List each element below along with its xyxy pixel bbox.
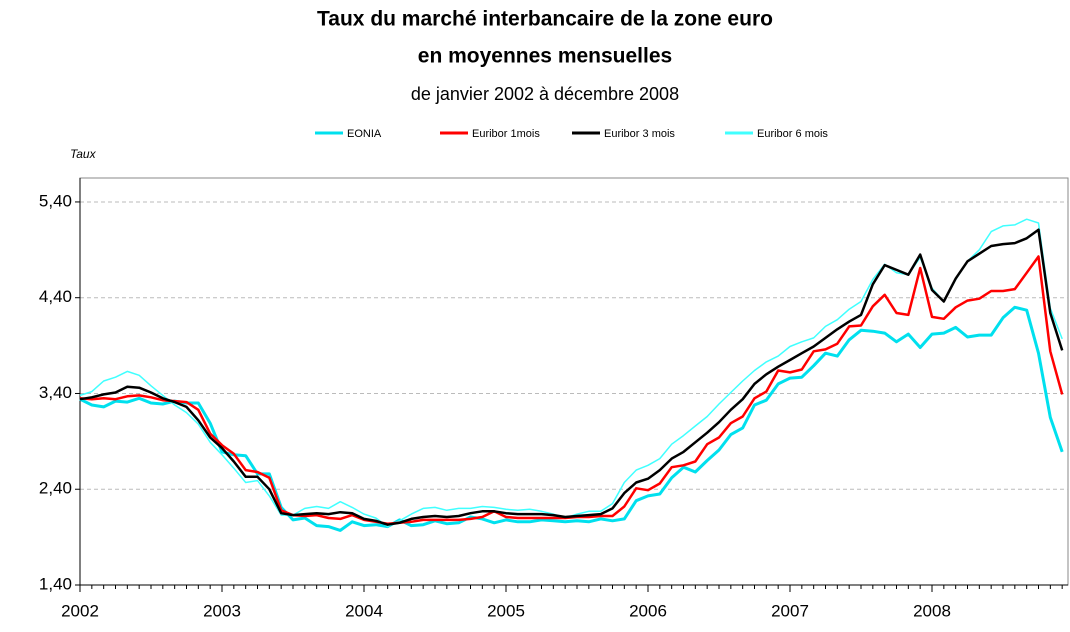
- x-tick-label: 2007: [771, 601, 809, 620]
- x-tick-label: 2005: [487, 601, 525, 620]
- x-tick-label: 2002: [61, 601, 99, 620]
- x-tick-label: 2006: [629, 601, 667, 620]
- y-tick-label: 1,40: [39, 574, 72, 593]
- x-tick-label: 2003: [203, 601, 241, 620]
- y-tick-label: 3,40: [39, 383, 72, 402]
- legend-label: Euribor 6 mois: [757, 128, 828, 140]
- x-tick-label: 2004: [345, 601, 383, 620]
- legend-label: EONIA: [347, 128, 382, 140]
- y-tick-label: 2,40: [39, 479, 72, 498]
- chart-title: Taux du marché interbancaire de la zone …: [317, 8, 773, 31]
- chart-subtitle: de janvier 2002 à décembre 2008: [411, 84, 679, 104]
- y-axis-label: Taux: [70, 147, 97, 161]
- chart-title: en moyennes mensuelles: [418, 45, 672, 68]
- y-tick-label: 4,40: [39, 287, 72, 306]
- y-tick-label: 5,40: [39, 191, 72, 210]
- legend-label: Euribor 3 mois: [604, 128, 675, 140]
- series-line: [79, 305, 1064, 532]
- series-line: [79, 228, 1064, 526]
- series-line: [79, 255, 1064, 525]
- plot-area: [79, 177, 1069, 586]
- legend-label: Euribor 1mois: [472, 128, 540, 140]
- x-tick-label: 2008: [913, 601, 951, 620]
